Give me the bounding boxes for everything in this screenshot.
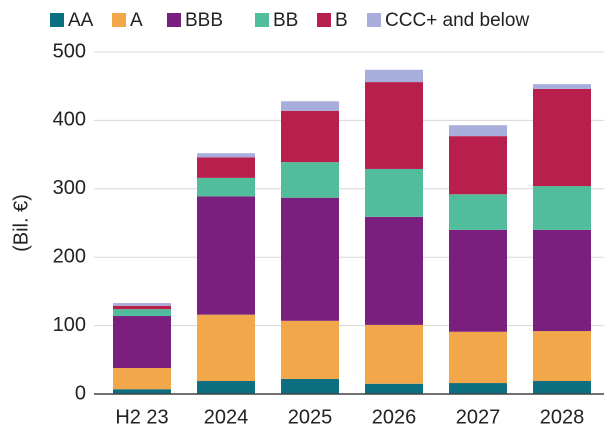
legend-label: A — [130, 10, 143, 31]
bar-segment — [533, 229, 591, 332]
bar-segment — [533, 84, 591, 89]
bar-segment — [365, 168, 423, 217]
x-tick-label: H2 23 — [115, 406, 168, 428]
bar-segment — [113, 303, 171, 306]
legend-label: B — [335, 10, 348, 31]
bar-segment — [281, 110, 339, 163]
bar-segment — [113, 368, 171, 390]
bar-segment — [197, 381, 255, 394]
legend-label: BBB — [185, 10, 223, 31]
bar-segment — [533, 331, 591, 382]
legend: AA A BBB BB B CCC+ and below — [50, 10, 529, 31]
bar-segment — [365, 69, 423, 83]
legend-label: BB — [273, 10, 298, 31]
bar-segment — [449, 125, 507, 137]
y-axis-label: (Bil. €) — [10, 194, 32, 252]
bar-segment — [113, 316, 171, 369]
bar-segment — [197, 157, 255, 178]
bar-segment — [365, 383, 423, 394]
bar-segment — [365, 82, 423, 169]
bar-segment — [365, 216, 423, 325]
x-tick-label: 2028 — [540, 406, 585, 428]
bar-segment — [449, 136, 507, 195]
bar-segment — [281, 197, 339, 321]
bar-segment — [197, 314, 255, 382]
bar-segment — [449, 229, 507, 332]
bar-segment — [533, 88, 591, 187]
legend-swatch — [50, 13, 64, 27]
x-tick-label: 2025 — [288, 406, 333, 428]
bar-segment — [449, 331, 507, 384]
y-tick-label: 300 — [53, 177, 86, 199]
x-tick-label: 2026 — [372, 406, 417, 428]
y-tick-label: 500 — [53, 40, 86, 62]
x-tick-label: 2027 — [456, 406, 501, 428]
x-tick-label: 2024 — [204, 406, 249, 428]
y-tick-label: 400 — [53, 109, 86, 131]
y-tick-label: 200 — [53, 245, 86, 267]
bar-segment — [281, 320, 339, 379]
bar-segment — [197, 177, 255, 197]
y-tick-label: 100 — [53, 314, 86, 336]
bar-segment — [281, 101, 339, 111]
bar-segment — [449, 194, 507, 230]
bar-segment — [365, 324, 423, 384]
bar-segment — [197, 196, 255, 315]
bar-segment — [533, 186, 591, 230]
bar-segment — [281, 378, 339, 394]
legend-label: CCC+ and below — [385, 10, 529, 31]
bar-segment — [449, 383, 507, 394]
legend-swatch — [317, 13, 331, 27]
legend-label: AA — [68, 10, 94, 31]
y-tick-label: 0 — [75, 382, 86, 404]
legend-swatch — [255, 13, 269, 27]
bar-segment — [197, 153, 255, 158]
legend-swatch — [367, 13, 381, 27]
legend-swatch — [167, 13, 181, 27]
bar-segment — [113, 305, 171, 310]
bar-segment — [533, 381, 591, 394]
legend-swatch — [112, 13, 126, 27]
bar-segment — [113, 389, 171, 394]
bar-segment — [281, 162, 339, 198]
bar-segment — [113, 309, 171, 317]
